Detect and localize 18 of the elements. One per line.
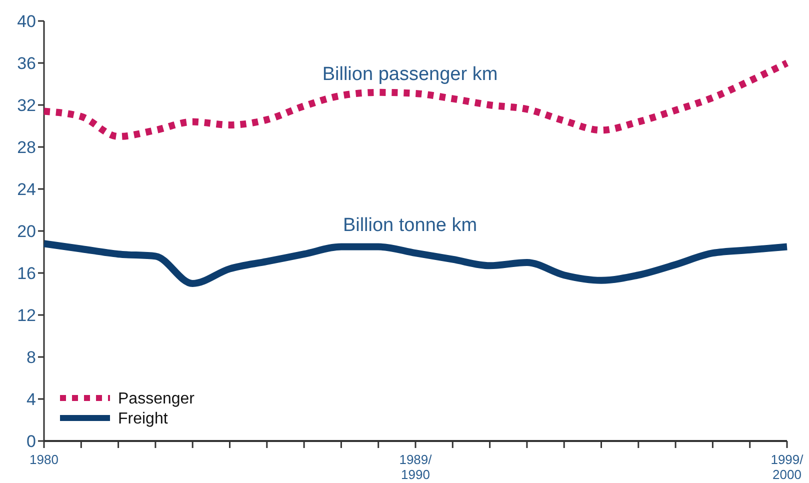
x-tick-label: 1980 <box>30 452 58 467</box>
y-tick-label: 24 <box>17 180 36 199</box>
y-tick-label: 12 <box>17 306 36 325</box>
y-tick-label: 32 <box>17 96 36 115</box>
y-tick-label: 20 <box>17 222 36 241</box>
annotation: Billion tonne km <box>342 215 478 236</box>
y-tick-label: 28 <box>17 138 36 157</box>
y-tick-label: 8 <box>26 348 36 367</box>
y-tick-label: 0 <box>26 432 36 451</box>
y-tick-label: 36 <box>17 54 36 73</box>
x-tick-label: 1999/ 2000 <box>770 452 804 482</box>
y-tick-label: 4 <box>26 390 36 409</box>
annotation: Billion passenger km <box>322 64 498 85</box>
y-tick-label: 40 <box>17 12 36 31</box>
y-tick-label: 16 <box>17 264 36 283</box>
x-tick-label: 1989/ 1990 <box>399 452 432 482</box>
legend-label: Freight <box>118 410 168 428</box>
legend-label: Passenger <box>118 390 196 408</box>
